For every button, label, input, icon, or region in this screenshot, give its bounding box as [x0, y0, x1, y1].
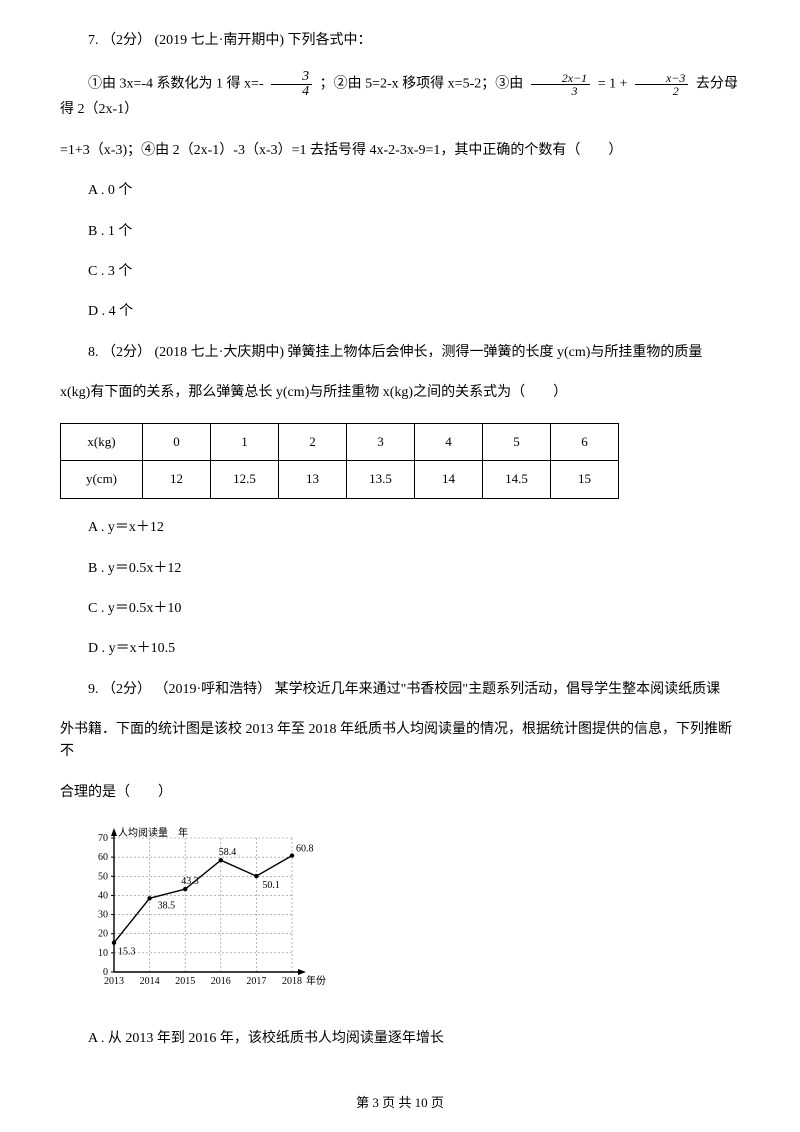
- q7-frac3-num: x−3: [635, 72, 688, 85]
- table-cell: 12: [143, 461, 211, 499]
- table-cell: 2: [279, 423, 347, 461]
- q7-frac2: 2x−1 3: [531, 72, 590, 97]
- svg-text:50.1: 50.1: [262, 880, 280, 891]
- svg-text:2015: 2015: [175, 976, 195, 987]
- q7-body-mid1: ；②由 5=2-x 移项得 x=5-2；③由: [320, 77, 527, 92]
- table-cell: 4: [415, 423, 483, 461]
- q7-body: ①由 3x=-4 系数化为 1 得 x=- 3 4 ；②由 5=2-x 移项得 …: [60, 70, 740, 121]
- svg-text:年份: 年份: [306, 974, 326, 987]
- svg-text:20: 20: [98, 929, 108, 940]
- q9-stem-l3: 合理的是（ ）: [60, 782, 740, 804]
- q8-table: x(kg)0123456y(cm)1212.51313.51414.515: [60, 423, 619, 500]
- svg-text:58.4: 58.4: [219, 847, 237, 858]
- q7-frac3: x−3 2: [635, 72, 688, 97]
- q7-option-a[interactable]: A . 0 个: [60, 180, 740, 202]
- svg-text:50: 50: [98, 872, 108, 883]
- q9-stem-l1: 9. （2分） （2019·呼和浩特） 某学校近几年来通过"书香校园"主题系列活…: [60, 679, 740, 701]
- table-cell: 0: [143, 423, 211, 461]
- svg-text:人均阅读量: 人均阅读量: [118, 826, 168, 839]
- q8-option-c[interactable]: C . y＝0.5x＋10: [60, 598, 740, 620]
- svg-text:2017: 2017: [246, 976, 266, 987]
- q7-frac3-den: 2: [635, 85, 688, 97]
- q7-eq-mid: = 1 +: [598, 77, 631, 92]
- svg-text:43.3: 43.3: [181, 876, 199, 887]
- table-cell: 14: [415, 461, 483, 499]
- q7-option-c[interactable]: C . 3 个: [60, 261, 740, 283]
- svg-text:10: 10: [98, 948, 108, 959]
- table-cell: 14.5: [483, 461, 551, 499]
- svg-text:2018: 2018: [282, 976, 302, 987]
- q7-body-pre: ①由 3x=-4 系数化为 1 得 x=-: [88, 77, 267, 92]
- q7-frac1-den: 4: [271, 85, 312, 99]
- table-cell: y(cm): [61, 461, 143, 499]
- page-footer: 第 3 页 共 10 页: [0, 1093, 800, 1114]
- table-cell: 3: [347, 423, 415, 461]
- q7-frac1: 3 4: [271, 70, 312, 99]
- table-cell: 12.5: [211, 461, 279, 499]
- svg-text:30: 30: [98, 910, 108, 921]
- svg-text:2014: 2014: [140, 976, 160, 987]
- q7-body-line2: =1+3（x-3)；④由 2（2x-1）-3（x-3）=1 去括号得 4x-2-…: [60, 140, 740, 162]
- q8-option-d[interactable]: D . y＝x＋10.5: [60, 638, 740, 660]
- q7-option-b[interactable]: B . 1 个: [60, 221, 740, 243]
- q8-option-b[interactable]: B . y＝0.5x＋12: [60, 558, 740, 580]
- table-cell: 5: [483, 423, 551, 461]
- q7-frac2-num: 2x−1: [531, 72, 590, 85]
- q7-frac2-den: 3: [531, 85, 590, 97]
- q7-frac1-num: 3: [271, 70, 312, 85]
- q7-option-d[interactable]: D . 4 个: [60, 301, 740, 323]
- q9-stem-l2: 外书籍．下面的统计图是该校 2013 年至 2018 年纸质书人均阅读量的情况，…: [60, 719, 740, 764]
- svg-text:70: 70: [98, 833, 108, 844]
- q8-option-a[interactable]: A . y＝x＋12: [60, 517, 740, 539]
- q8-stem-l2: x(kg)有下面的关系，那么弹簧总长 y(cm)与所挂重物 x(kg)之间的关系…: [60, 382, 740, 404]
- svg-text:15.3: 15.3: [118, 947, 136, 958]
- table-cell: 1: [211, 423, 279, 461]
- svg-text:38.5: 38.5: [158, 901, 176, 912]
- q9-chart: 0102030405060702013201420152016201720181…: [80, 824, 740, 1002]
- q9-chart-svg: 0102030405060702013201420152016201720181…: [80, 824, 330, 994]
- svg-text:2013: 2013: [104, 976, 124, 987]
- table-cell: 13: [279, 461, 347, 499]
- table-cell: 15: [551, 461, 619, 499]
- q9-option-a[interactable]: A . 从 2013 年到 2016 年，该校纸质书人均阅读量逐年增长: [60, 1028, 740, 1050]
- svg-text:2016: 2016: [211, 976, 231, 987]
- svg-text:40: 40: [98, 891, 108, 902]
- q8-stem-l1: 8. （2分） (2018 七上·大庆期中) 弹簧挂上物体后会伸长，测得一弹簧的…: [60, 342, 740, 364]
- table-cell: x(kg): [61, 423, 143, 461]
- q7-stem: 7. （2分） (2019 七上·南开期中) 下列各式中：: [60, 30, 740, 52]
- table-cell: 6: [551, 423, 619, 461]
- svg-text:60.8: 60.8: [296, 844, 314, 855]
- table-cell: 13.5: [347, 461, 415, 499]
- svg-text:60: 60: [98, 852, 108, 863]
- svg-text:年: 年: [178, 826, 188, 839]
